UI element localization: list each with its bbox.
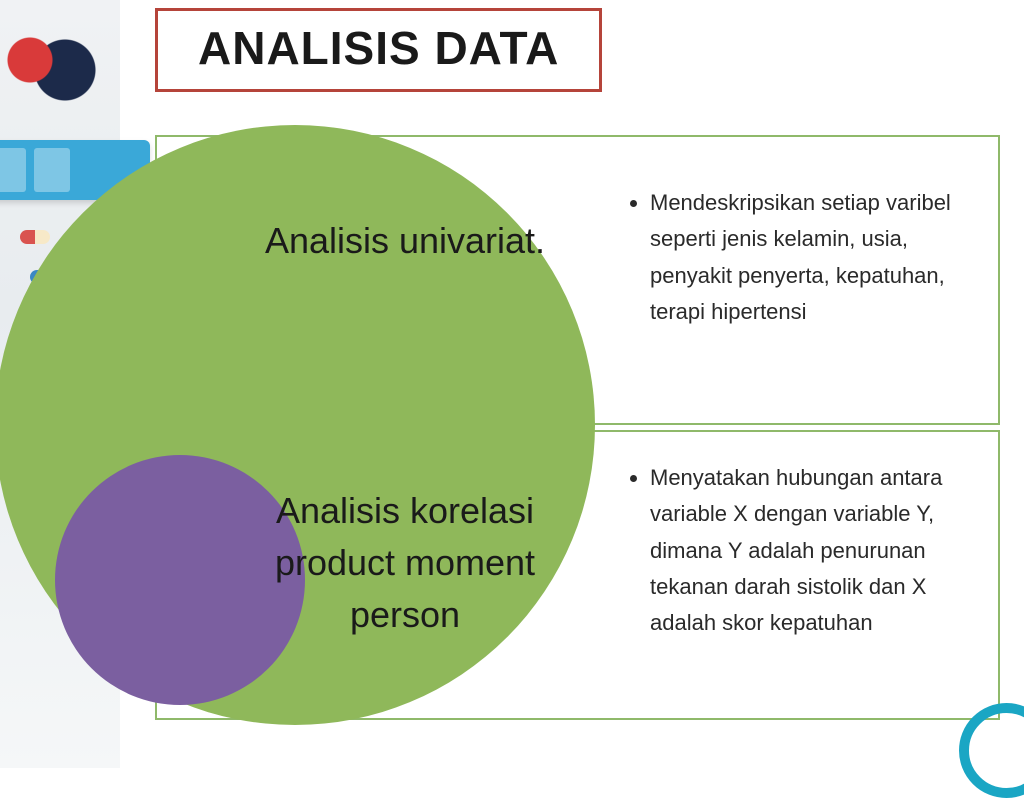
- row-desc-2: Menyatakan hubungan antara variable X de…: [630, 460, 990, 641]
- row-desc-2-text: Menyatakan hubungan antara variable X de…: [650, 460, 990, 641]
- row-desc-1: Mendeskripsikan setiap varibel seperti j…: [630, 185, 990, 330]
- slide-title-box: ANALISIS DATA: [155, 8, 602, 92]
- diagram-area: Analisis univariat. Analisis korelasi pr…: [25, 130, 1005, 740]
- row-label-2: Analisis korelasi product moment person: [220, 485, 590, 642]
- row-desc-1-text: Mendeskripsikan setiap varibel seperti j…: [650, 185, 990, 330]
- row-label-1: Analisis univariat.: [220, 215, 590, 267]
- slide-title: ANALISIS DATA: [198, 21, 559, 75]
